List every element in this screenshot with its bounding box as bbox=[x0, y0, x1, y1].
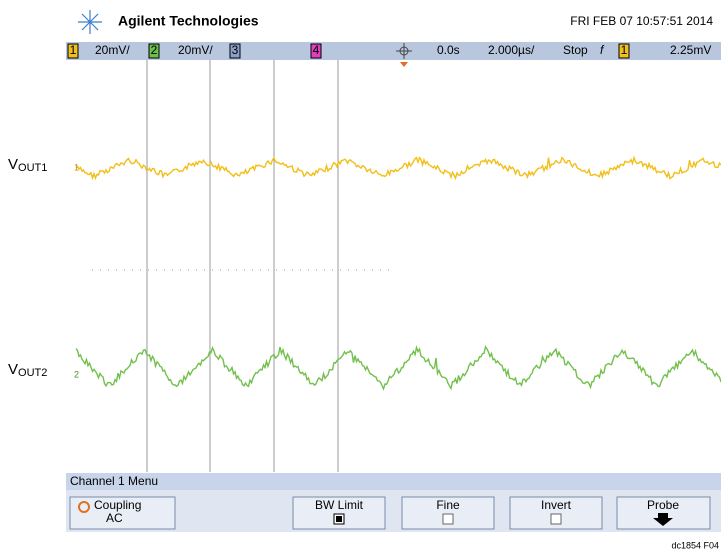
button-coupling[interactable]: Coupling AC bbox=[70, 497, 175, 529]
button-fine[interactable]: Fine bbox=[402, 497, 494, 529]
trigger-level: 2.25mV bbox=[670, 43, 711, 57]
run-state: Stop bbox=[563, 43, 588, 57]
ch2-scale: 20mV/ bbox=[178, 43, 213, 57]
ch2: 2 bbox=[151, 43, 158, 57]
button-bw-limit[interactable]: BW Limit bbox=[293, 497, 385, 529]
ch1-scale: 20mV/ bbox=[95, 43, 130, 57]
button-label: Fine bbox=[436, 498, 460, 512]
button-label: Probe bbox=[647, 498, 679, 512]
button-probe[interactable]: Probe bbox=[617, 497, 710, 529]
brand: Agilent Technologies bbox=[118, 13, 259, 29]
figure-id: dc1854 F04 bbox=[671, 540, 719, 550]
timebase: 2.000µs/ bbox=[488, 43, 535, 57]
menu-title: Channel 1 Menu bbox=[70, 474, 158, 488]
datetime: FRI FEB 07 10:57:51 2014 bbox=[570, 14, 713, 28]
delay: 0.0s bbox=[437, 43, 460, 57]
oscilloscope-screen: Agilent Technologies FRI FEB 07 10:57:51… bbox=[0, 0, 721, 552]
button-label: Coupling bbox=[94, 498, 141, 512]
button-invert[interactable]: Invert bbox=[510, 497, 602, 529]
menu-bar bbox=[66, 473, 721, 490]
button-label: BW Limit bbox=[315, 498, 364, 512]
ch1: 1 bbox=[70, 43, 77, 57]
button-value: AC bbox=[106, 511, 123, 525]
background bbox=[0, 0, 721, 552]
trace-marker: 1 bbox=[74, 162, 79, 172]
ch4: 4 bbox=[313, 43, 320, 57]
button-label: Invert bbox=[541, 498, 572, 512]
ch3: 3 bbox=[232, 43, 239, 57]
trigger-source: 1 bbox=[621, 43, 628, 57]
trace-marker: 2 bbox=[74, 369, 79, 379]
